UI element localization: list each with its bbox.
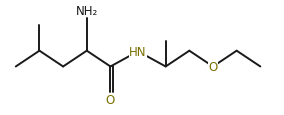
Text: HN: HN	[129, 46, 147, 59]
Text: O: O	[106, 93, 115, 106]
Text: NH₂: NH₂	[76, 5, 98, 17]
Text: O: O	[208, 60, 218, 73]
